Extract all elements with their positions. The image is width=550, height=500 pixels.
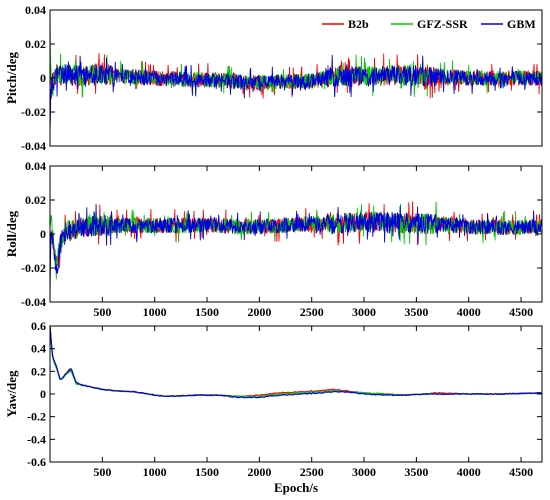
y-tick-label: 0.4 bbox=[31, 342, 46, 356]
plot-area bbox=[50, 166, 542, 302]
series-line-gbm bbox=[50, 204, 542, 299]
x-tick-label: 3500 bbox=[404, 465, 428, 479]
x-tick-label: 1500 bbox=[195, 465, 219, 479]
legend-label-b2b: B2b bbox=[348, 17, 369, 31]
roll-panel: -0.04 -0.02 0 0.02 0.04 500 1000 1500 2000 2500 30… bbox=[4, 159, 543, 319]
x-axis-label: Epoch/s bbox=[274, 480, 318, 495]
y-tick-label: -0.4 bbox=[27, 432, 46, 446]
y-tick-label: 0.2 bbox=[31, 364, 46, 378]
x-tick-label: 3000 bbox=[352, 305, 376, 319]
x-tick-label: 2500 bbox=[300, 465, 324, 479]
series-group bbox=[50, 201, 542, 299]
y-tick-label: -0.02 bbox=[21, 261, 46, 275]
x-tick-label: 4500 bbox=[509, 305, 533, 319]
y-tick-label: -0.02 bbox=[21, 105, 46, 119]
x-tick-label: 500 bbox=[93, 465, 111, 479]
x-tick-label: 4000 bbox=[457, 305, 481, 319]
y-tick-label: -0.2 bbox=[27, 410, 46, 424]
x-tick-label: 1000 bbox=[143, 305, 167, 319]
y-tick-label: 0.04 bbox=[25, 3, 46, 17]
x-tick-label: 1500 bbox=[195, 305, 219, 319]
series-line-gbm bbox=[50, 326, 542, 399]
series-group bbox=[50, 326, 542, 399]
y-axis-label: Yaw/deg bbox=[4, 370, 19, 417]
x-tick-label: 4000 bbox=[457, 465, 481, 479]
series-group bbox=[50, 10, 542, 134]
x-tick-label: 3000 bbox=[352, 465, 376, 479]
y-tick-label: -0.04 bbox=[21, 295, 46, 309]
x-tick-label: 4500 bbox=[509, 465, 533, 479]
y-tick-label: 0 bbox=[40, 71, 46, 85]
y-tick-label: -0.04 bbox=[21, 139, 46, 153]
x-tick-label: 500 bbox=[93, 305, 111, 319]
x-tick-label: 3500 bbox=[404, 305, 428, 319]
y-tick-label: 0.02 bbox=[25, 37, 46, 51]
x-tick-label: 2000 bbox=[247, 465, 271, 479]
y-tick-label: 0.02 bbox=[25, 193, 46, 207]
legend-label-gbm: GBM bbox=[507, 17, 536, 31]
legend-label-gfz-ssr: GFZ-SSR bbox=[417, 17, 468, 31]
x-tick-label: 2000 bbox=[247, 305, 271, 319]
y-tick-label: -0.6 bbox=[27, 455, 46, 469]
x-tick-label: 1000 bbox=[143, 465, 167, 479]
y-axis-label: Pitch/deg bbox=[4, 52, 19, 104]
y-tick-label: 0.6 bbox=[31, 319, 46, 333]
pitch-panel: -0.04 -0.02 0 0.02 0.04 Pitch/deg bbox=[4, 3, 543, 153]
series-line-gbm bbox=[50, 54, 542, 134]
y-tick-label: 0 bbox=[40, 227, 46, 241]
y-tick-label: 0 bbox=[40, 387, 46, 401]
x-tick-label: 2500 bbox=[300, 305, 324, 319]
y-tick-label: 0.04 bbox=[25, 159, 46, 173]
yaw-panel: -0.6 -0.4 -0.2 0 0.2 0.4 0.6 500 1000 1500 2000 250… bbox=[4, 319, 543, 495]
y-axis-label: Roll/deg bbox=[4, 210, 19, 257]
legend: B2b GFZ-SSR GBM bbox=[322, 17, 536, 31]
